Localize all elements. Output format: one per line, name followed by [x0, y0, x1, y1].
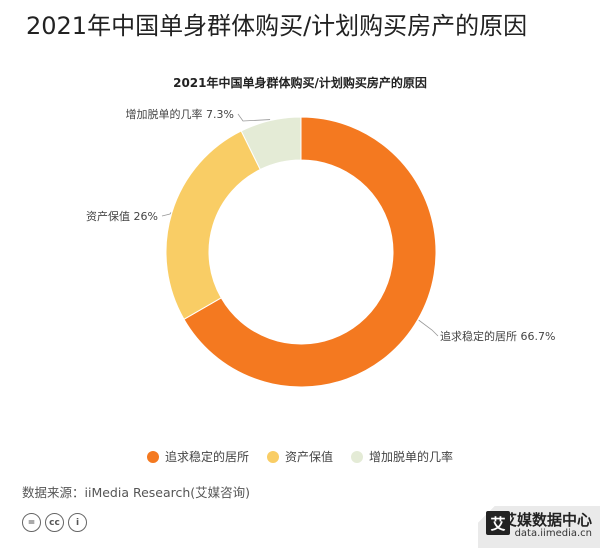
legend-item: 增加脱单的几率 [351, 448, 453, 465]
creative-commons-icon: cc [45, 513, 64, 532]
legend-label: 资产保值 [284, 450, 333, 464]
slice-leader-line [418, 319, 439, 337]
legend: 追求稳定的居所 资产保值 增加脱单的几率 [0, 448, 600, 465]
slice-label: 资产保值 26% [86, 209, 158, 223]
legend-swatch [266, 450, 279, 463]
no-derivatives-icon: = [22, 513, 41, 532]
slice-leader-line [237, 113, 271, 122]
legend-label: 追求稳定的居所 [164, 450, 249, 464]
chart-title: 2021年中国单身群体购买/计划购买房产的原因 [173, 76, 427, 90]
legend-label: 增加脱单的几率 [369, 450, 454, 464]
legend-swatch [146, 450, 159, 463]
brand-url: data.iimedia.cn [514, 528, 592, 539]
data-source: 数据来源：iiMedia Research(艾媒咨询) [22, 485, 251, 500]
legend-item: 追求稳定的居所 [146, 448, 249, 465]
donut-slice [240, 116, 302, 171]
license-icons: = cc i [22, 513, 87, 532]
donut-slice [183, 116, 437, 388]
attribution-icon: i [68, 513, 87, 532]
brand-logo-icon: 艾 [486, 511, 510, 535]
page-title: 2021年中国单身群体购买/计划购买房产的原因 [26, 12, 528, 40]
legend-item: 资产保值 [266, 448, 333, 465]
legend-swatch [351, 450, 363, 463]
slice-leader-line [161, 212, 172, 217]
slice-label: 追求稳定的居所 66.7% [440, 329, 555, 343]
brand-name: 艾媒数据中心 [501, 511, 592, 529]
donut-slice [165, 130, 261, 320]
slice-label: 增加脱单的几率 7.3% [126, 107, 234, 121]
